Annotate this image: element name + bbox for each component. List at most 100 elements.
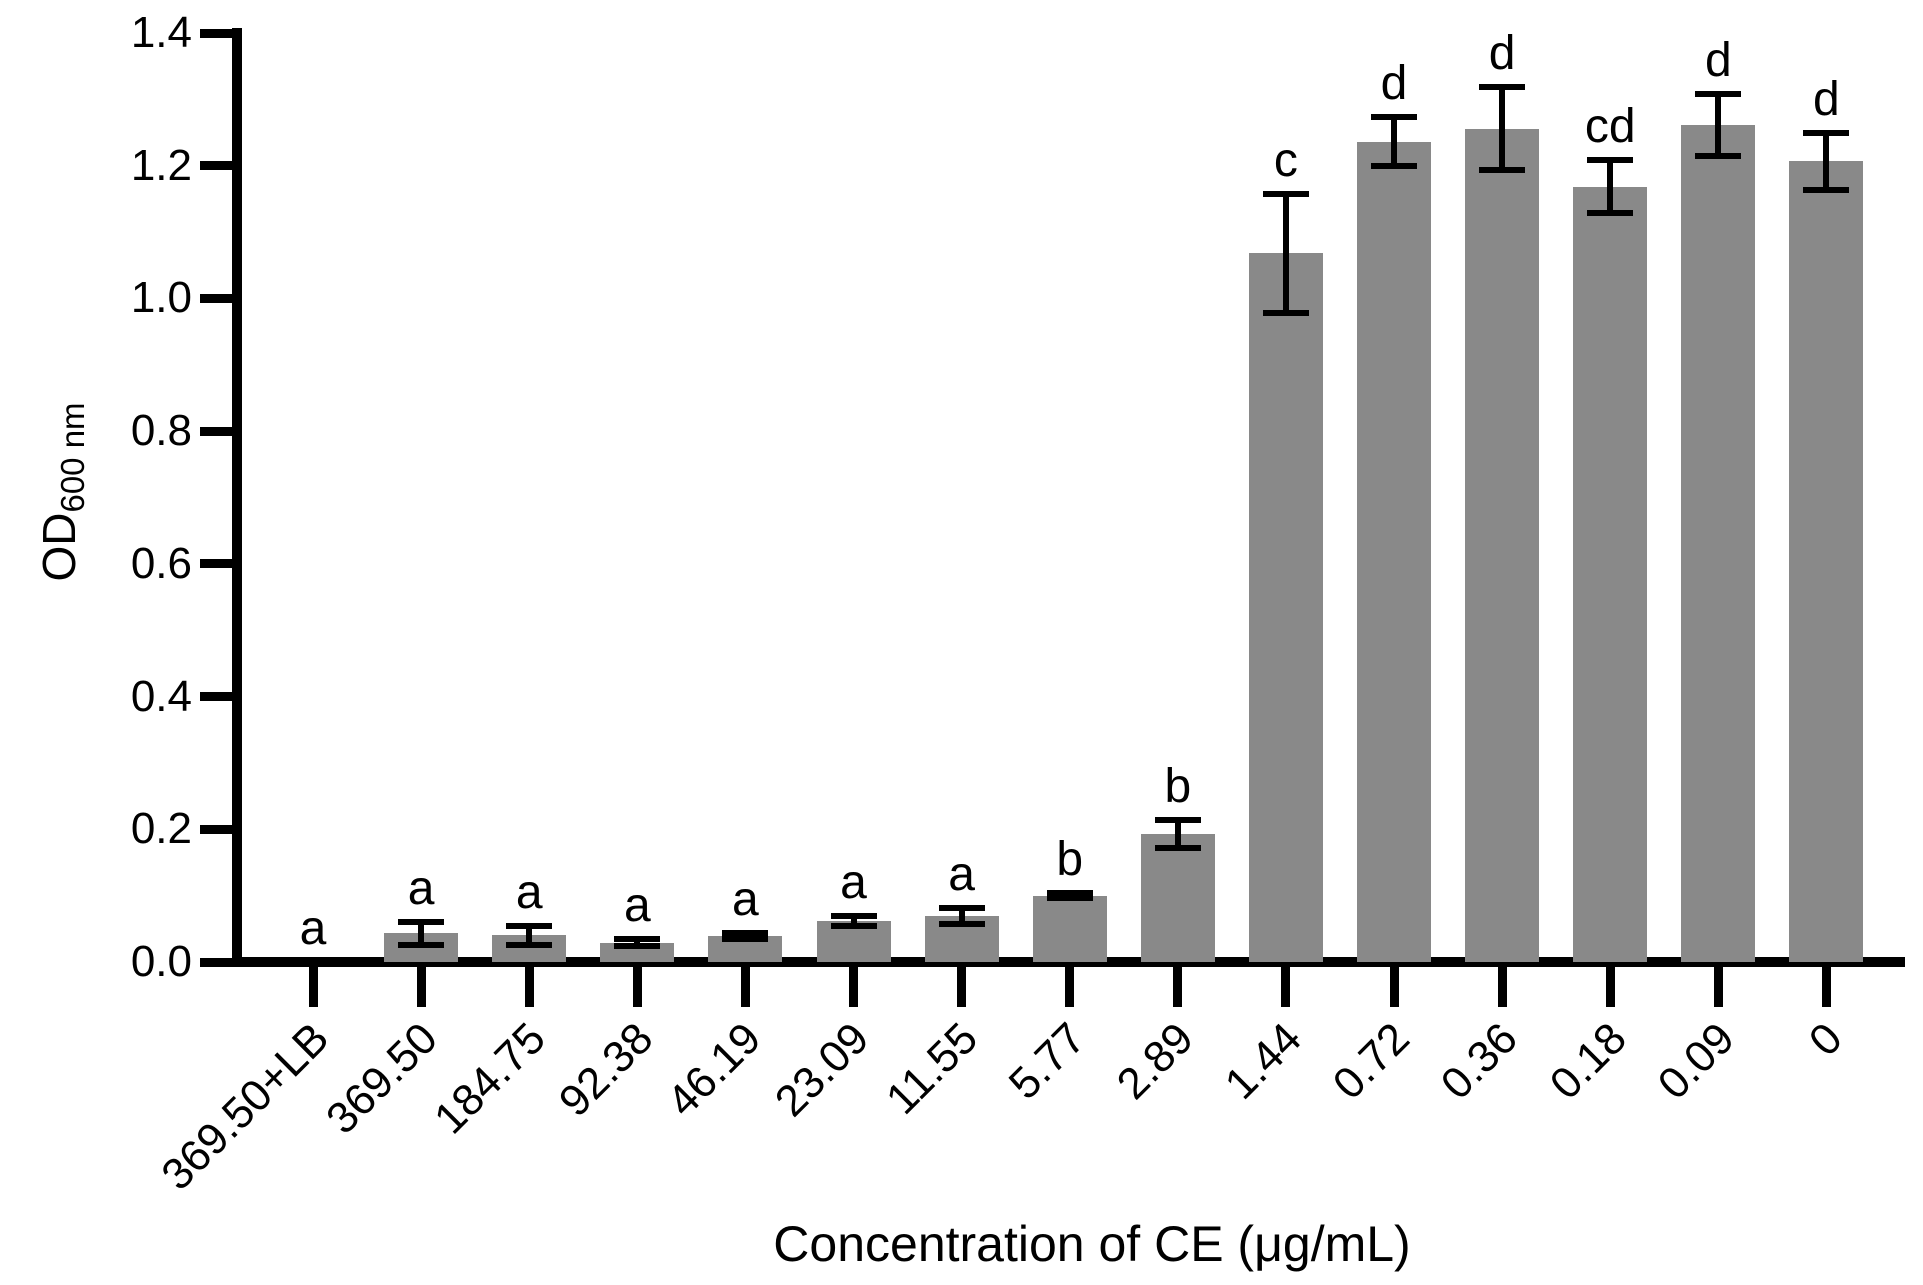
x-tick-label: 369.50+LB — [152, 1013, 339, 1200]
y-tick — [200, 293, 232, 303]
x-tick-label: 23.09 — [766, 1013, 879, 1127]
x-tick — [1605, 967, 1615, 1007]
y-tick — [200, 957, 232, 967]
sig-letter: d — [1704, 34, 1732, 88]
error-bar-cap — [1695, 91, 1742, 98]
y-axis-line — [232, 28, 242, 967]
sig-letter: d — [1813, 72, 1840, 126]
x-tick — [1713, 967, 1723, 1007]
y-axis-title: OD600 nm — [32, 402, 92, 581]
x-tick — [1821, 967, 1831, 1007]
error-bar-cap — [1154, 844, 1201, 851]
error-bar-cap — [1803, 186, 1850, 193]
error-bar — [526, 926, 533, 945]
y-tick — [200, 824, 232, 834]
sig-letter: a — [623, 879, 651, 933]
y-tick — [200, 426, 232, 436]
sig-letter: a — [299, 902, 327, 955]
y-tick-label: 1.2 — [130, 140, 192, 190]
x-tick — [849, 967, 858, 1007]
sig-letter: b — [1164, 759, 1192, 813]
error-bar-cap — [1262, 310, 1309, 317]
y-tick-label: 1.4 — [130, 8, 192, 57]
sig-letter: a — [515, 866, 543, 920]
sig-letter: a — [732, 873, 759, 927]
sig-letter: b — [1056, 832, 1084, 886]
error-bar-cap — [1371, 163, 1417, 170]
y-tick — [200, 692, 232, 702]
error-bar — [1607, 160, 1614, 214]
error-bar-cap — [1046, 895, 1093, 902]
error-bar-cap — [1046, 889, 1093, 896]
error-bar — [958, 908, 965, 925]
error-bar-cap — [938, 921, 985, 928]
error-bar-cap — [1803, 129, 1850, 136]
x-axis-line — [232, 957, 1905, 967]
sig-letter: d — [1488, 27, 1516, 81]
bar — [1789, 161, 1864, 962]
x-tick-label: 5.77 — [999, 1013, 1095, 1109]
x-tick — [1389, 967, 1399, 1007]
x-tick — [957, 967, 967, 1007]
y-tick-label: 0.4 — [130, 671, 192, 721]
sig-letter: a — [840, 855, 867, 909]
bar — [1573, 186, 1648, 962]
y-tick-label: 0.6 — [130, 538, 192, 588]
bar — [1465, 128, 1540, 962]
x-tick-label: 0.18 — [1540, 1013, 1636, 1109]
error-bar — [850, 915, 857, 927]
bar — [1032, 895, 1107, 962]
error-bar-cap — [614, 943, 661, 950]
error-bar-cap — [506, 923, 553, 930]
error-bar-cap — [1262, 190, 1309, 197]
x-tick — [1281, 967, 1291, 1007]
error-bar-cap — [506, 941, 553, 948]
error-bar-cap — [1479, 84, 1526, 91]
error-bar — [418, 922, 425, 945]
error-bar — [1499, 87, 1506, 170]
error-bar-cap — [1695, 153, 1742, 160]
sig-letter: d — [1380, 57, 1408, 111]
error-bar-cap — [938, 905, 985, 912]
error-bar-cap — [614, 936, 661, 943]
bar — [1140, 833, 1215, 962]
error-bar — [1282, 193, 1289, 314]
error-bar — [1715, 94, 1722, 157]
y-tick-label: 0.2 — [130, 804, 192, 854]
sig-letter: a — [948, 848, 975, 902]
x-tick-label: 92.38 — [550, 1013, 663, 1127]
sig-letter: a — [407, 862, 435, 916]
error-bar — [1823, 132, 1830, 190]
error-bar-cap — [1371, 114, 1417, 121]
x-tick — [740, 967, 750, 1007]
x-tick-label: 0.09 — [1648, 1013, 1744, 1109]
y-tick — [200, 161, 232, 171]
y-tick — [200, 559, 232, 569]
x-tick — [416, 967, 426, 1007]
error-bar-cap — [1154, 816, 1201, 823]
x-tick-label: 0 — [1799, 1013, 1852, 1066]
error-bar-cap — [398, 941, 445, 948]
x-tick — [308, 967, 318, 1007]
x-tick-label: 46.19 — [658, 1013, 771, 1127]
x-tick — [1497, 967, 1507, 1007]
y-tick-label: 0.0 — [130, 937, 192, 986]
x-tick-label: 0.36 — [1432, 1013, 1528, 1109]
x-tick-label: 2.89 — [1107, 1013, 1204, 1109]
y-axis-title-subscript: 600 nm — [54, 402, 91, 513]
x-tick-label: 11.55 — [876, 1013, 987, 1124]
bar — [1248, 253, 1323, 962]
x-tick — [1173, 967, 1183, 1007]
error-bar-cap — [398, 919, 445, 926]
error-bar-cap — [830, 923, 877, 930]
error-bar-cap — [722, 930, 769, 937]
x-tick-label: 369.50 — [316, 1013, 447, 1144]
error-bar — [634, 939, 641, 947]
error-bar-cap — [1479, 166, 1526, 173]
error-bar — [1391, 117, 1397, 167]
x-tick — [632, 967, 642, 1007]
y-tick-label: 0.8 — [130, 406, 192, 456]
sig-letter: c — [1273, 133, 1298, 187]
x-tick-label: 184.75 — [424, 1013, 555, 1144]
x-tick-label: 0.72 — [1324, 1013, 1420, 1109]
